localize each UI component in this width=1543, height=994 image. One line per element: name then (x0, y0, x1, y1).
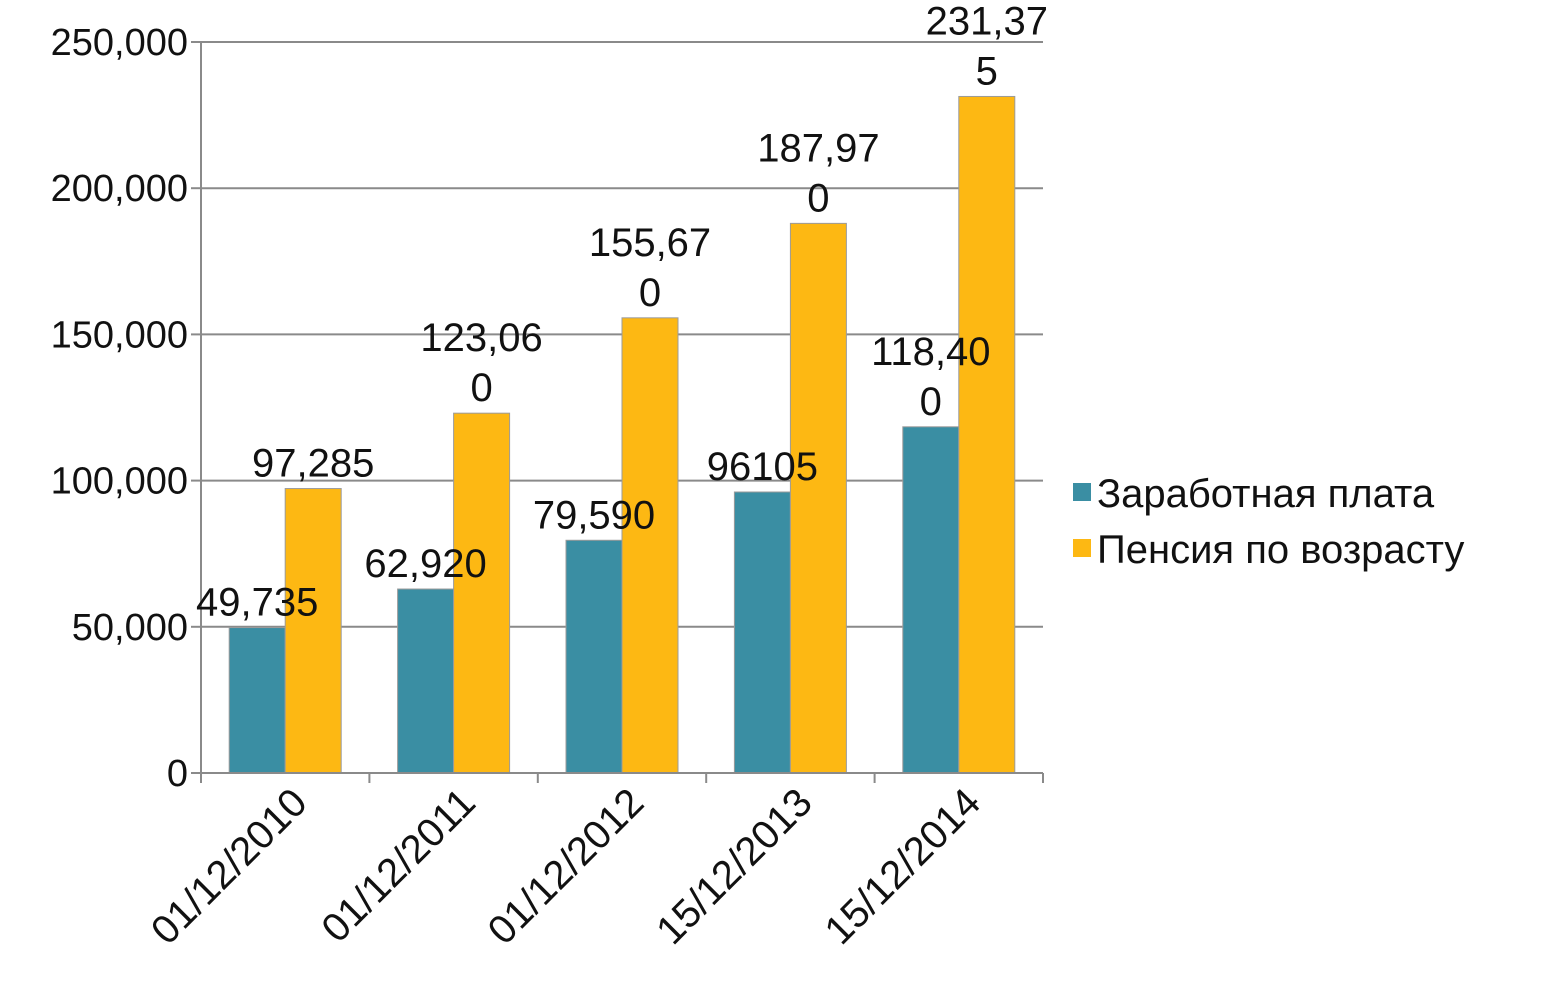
y-tick-label: 100,000 (51, 461, 188, 503)
data-label: 79,590 (533, 493, 655, 537)
bar-series-1 (397, 588, 455, 774)
data-label: 118,40 (871, 330, 990, 374)
bar-series-1 (565, 539, 623, 774)
data-label: 231,37 (926, 0, 1048, 43)
bar-series-2 (284, 488, 342, 774)
y-tick-label: 150,000 (51, 314, 188, 356)
data-label: 0 (639, 271, 661, 315)
data-label: 0 (470, 366, 492, 410)
x-tick-label: 15/12/2014 (816, 780, 989, 953)
legend-label-series-1: Заработная плата (1097, 472, 1435, 516)
y-tick-label: 200,000 (51, 168, 188, 210)
data-label: 0 (920, 380, 942, 424)
bars (228, 95, 1016, 774)
data-label: 49,735 (196, 581, 318, 625)
data-label: 5 (976, 49, 998, 93)
bar-series-2 (453, 412, 511, 774)
axes (191, 41, 1044, 783)
y-tick-label: 250,000 (51, 22, 188, 64)
x-tick-label: 01/12/2011 (313, 780, 484, 951)
data-label: 96105 (707, 445, 818, 489)
data-label: 155,67 (589, 221, 711, 265)
y-axis-tick-labels: 0 50,000 100,000 150,000 200,000 250,000 (51, 22, 188, 795)
data-label: 187,97 (757, 126, 879, 170)
legend-swatch-series-2 (1073, 539, 1091, 557)
x-tick-label: 01/12/2010 (143, 780, 316, 953)
bar-series-2 (958, 95, 1016, 774)
data-label: 62,920 (364, 542, 486, 586)
x-tick-label: 01/12/2012 (480, 780, 653, 953)
x-axis-tick-labels: 01/12/201001/12/201101/12/201215/12/2013… (143, 780, 989, 953)
bar-series-1 (733, 491, 791, 774)
data-label: 0 (807, 176, 829, 220)
y-tick-label: 50,000 (72, 607, 188, 649)
bar-series-2 (621, 317, 679, 774)
x-tick-label: 15/12/2013 (648, 780, 821, 953)
bar-series-2 (789, 222, 847, 774)
data-label: 97,285 (252, 442, 374, 486)
legend: Заработная плата Пенсия по возрасту (1073, 472, 1464, 572)
data-label: 123,06 (420, 316, 542, 360)
bar-series-1 (228, 627, 286, 774)
legend-label-series-2: Пенсия по возрасту (1097, 528, 1464, 572)
data-labels: 49,735 62,920 79,590 96105 118,40 0 97,285 123,… (196, 0, 1048, 625)
legend-swatch-series-1 (1073, 483, 1091, 501)
y-tick-label: 0 (167, 753, 188, 795)
bar-series-1 (902, 426, 960, 774)
